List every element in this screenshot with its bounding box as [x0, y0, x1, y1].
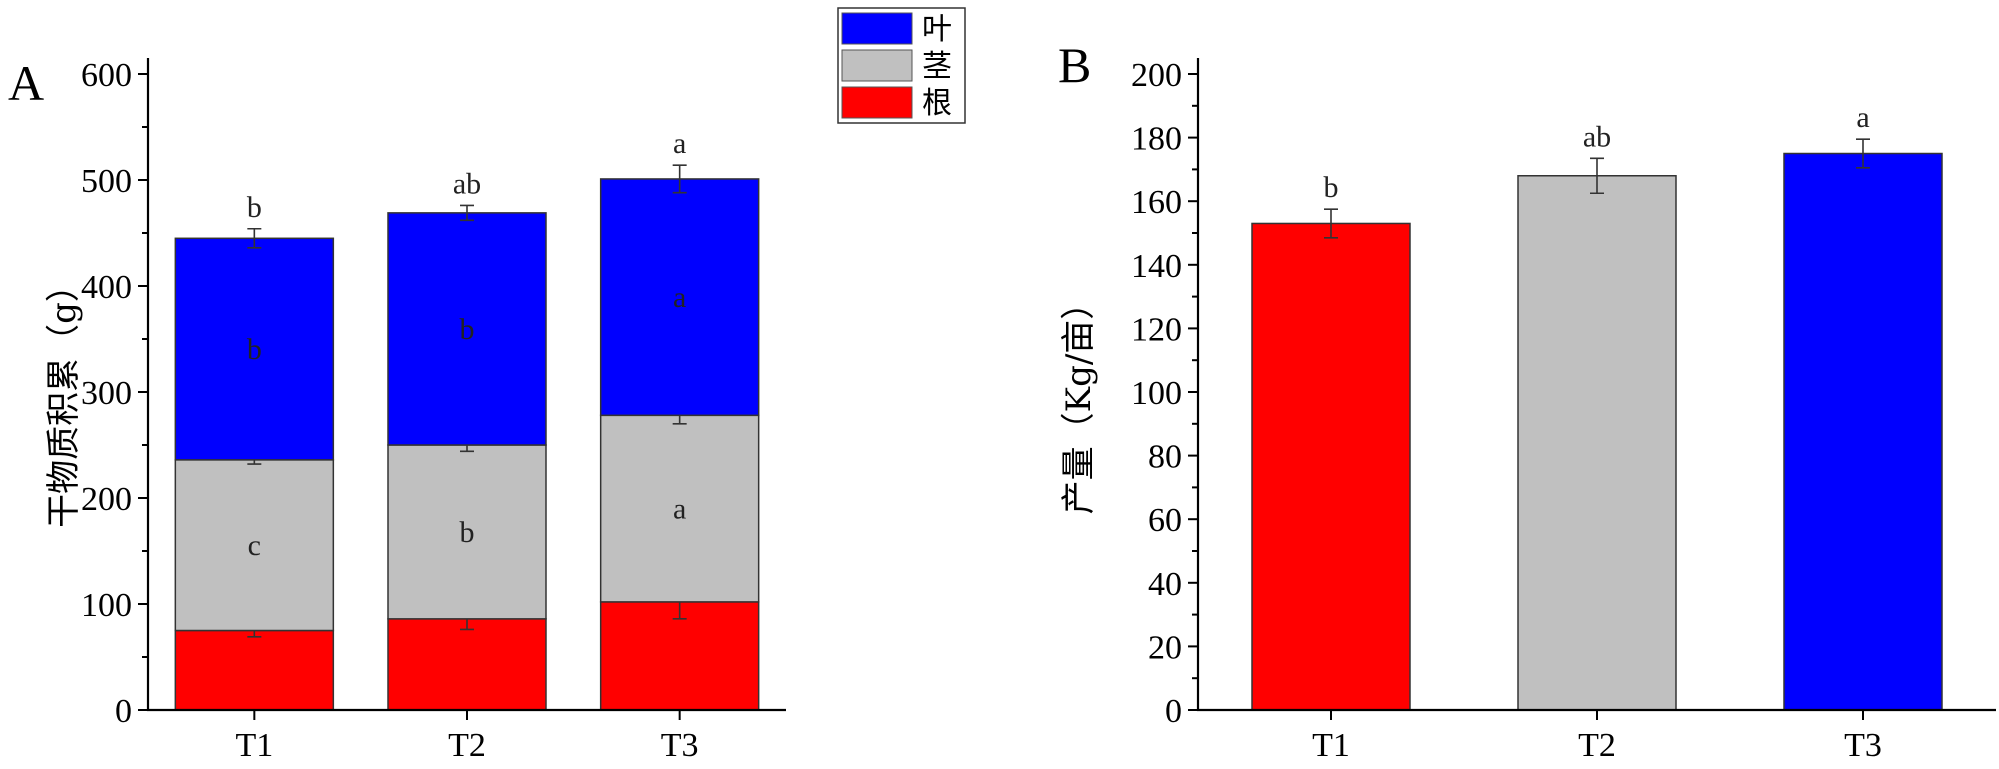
panel-a-y-tick-label: 0: [115, 693, 132, 730]
panel-a-sig-label: a: [673, 493, 686, 526]
panel-a-top-sig-label: b: [247, 191, 262, 224]
panel-b-bar-T3: [1783, 152, 1943, 711]
panel-a-bar-茎-T2: [387, 444, 547, 620]
panel-a-error-bar: [460, 204, 474, 222]
panel-b-error-bar: [1856, 138, 1870, 169]
panel-b-y-tick-label: 120: [1131, 311, 1182, 348]
panel-a-sig-label: a: [673, 281, 686, 314]
panel-b-y-tick-label: 20: [1148, 629, 1182, 666]
panel-a-y-tick-label: 100: [81, 587, 132, 624]
panel-b-x-tick-label: T3: [1844, 727, 1882, 764]
panel-b-y-tick-label: 0: [1165, 693, 1182, 730]
panel-a-sig-label: b: [247, 333, 262, 366]
panel-a-x-tick-label: T3: [661, 727, 699, 764]
panel-b-sig-label: a: [1856, 101, 1869, 134]
legend-swatch-叶: [841, 12, 913, 45]
legend-swatch-茎: [841, 49, 913, 82]
legend-label-茎: 茎: [922, 49, 952, 84]
panel-a-y-axis-label: 干物质积累（g）: [44, 268, 84, 528]
panel-a-bar-根-T3: [599, 601, 760, 711]
panel-b-y-tick-label: 200: [1131, 57, 1182, 94]
panel-a-top-sig-label: ab: [453, 167, 481, 200]
panel-b-y-tick-label: 80: [1148, 439, 1182, 476]
panel-a-x-tick-label: T2: [448, 727, 486, 764]
panel-b-y-tick-label: 140: [1131, 248, 1182, 285]
panel-b: B 产量（Kg/亩） 0 20 40 60 80 100 120 140 160 180 200 T1…: [1058, 37, 1996, 764]
panel-b-y-tick-label: 180: [1131, 121, 1182, 158]
panel-b-bar-T2: [1517, 175, 1677, 711]
panel-a-sig-label: c: [248, 529, 261, 562]
panel-a-y-tick-label: 200: [81, 481, 132, 518]
panel-a-bar-茎-T3: [599, 414, 760, 603]
panel-b-letter: B: [1058, 37, 1091, 93]
panel-a-sig-label: b: [460, 313, 475, 346]
panel-b-y-axis-label: 产量（Kg/亩）: [1059, 286, 1099, 515]
panel-b-y-tick-label: 160: [1131, 184, 1182, 221]
panel-b-y-tick-label: 100: [1131, 375, 1182, 412]
panel-a-error-bar: [247, 227, 262, 249]
legend-swatch-根: [841, 86, 913, 119]
panel-b-error-bar: [1324, 208, 1338, 239]
panel-b-axes: [1196, 58, 1996, 712]
panel-a-top-sig-label: a: [673, 127, 686, 160]
panel-a: A 干物质积累（g） 0 100 200 300 400 500 600 T1 c b b T2 b b a…: [8, 7, 966, 764]
panel-a-error-bar: [672, 164, 687, 194]
legend-label-叶: 叶: [922, 12, 952, 47]
panel-b-y-tick-label: 40: [1148, 566, 1182, 603]
panel-a-bar-叶-T3: [599, 178, 760, 417]
panel-a-y-tick-label: 300: [81, 375, 132, 412]
panel-b-sig-label: b: [1324, 171, 1339, 204]
panel-a-bar-根-T1: [174, 629, 335, 711]
panel-a-sig-label: b: [460, 516, 475, 549]
panel-b-x-tick-label: T1: [1312, 727, 1350, 764]
panel-a-x-tick-label: T1: [235, 727, 273, 764]
panel-a-axes: [146, 58, 786, 712]
panel-a-letter: A: [8, 55, 44, 111]
panel-a-bar-根-T2: [387, 618, 547, 711]
panel-a-legend: 叶茎根: [837, 7, 966, 124]
panel-b-error-bar: [1590, 157, 1604, 195]
panel-a-bar-茎-T1: [174, 459, 335, 632]
panel-a-bar-叶-T1: [174, 237, 335, 461]
panel-a-y-tick-label: 600: [81, 57, 132, 94]
legend-label-根: 根: [922, 86, 952, 121]
panel-b-x-tick-label: T2: [1578, 727, 1616, 764]
panel-b-bar-T1: [1251, 222, 1411, 711]
panel-b-y-tick-label: 60: [1148, 502, 1182, 539]
panel-a-y-tick-label: 400: [81, 269, 132, 306]
panel-b-sig-label: ab: [1583, 120, 1611, 153]
panel-a-y-tick-label: 500: [81, 163, 132, 200]
